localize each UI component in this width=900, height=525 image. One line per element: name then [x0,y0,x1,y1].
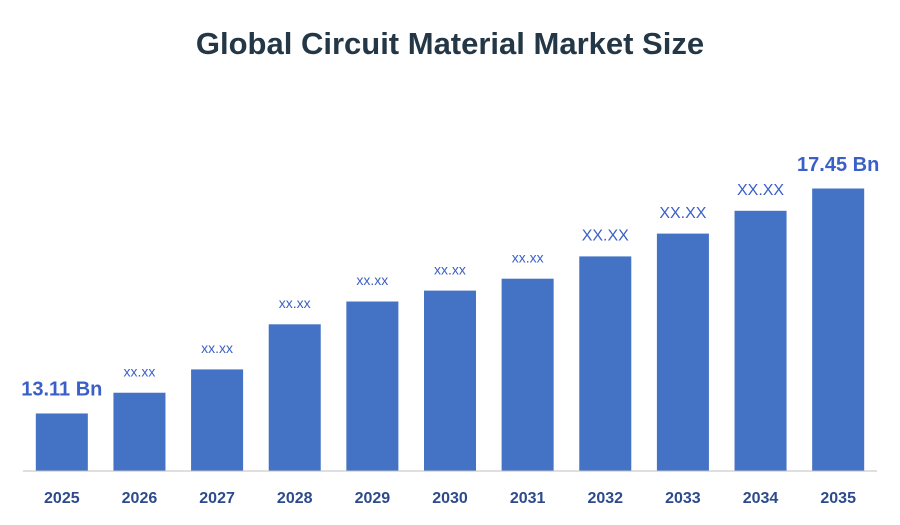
bar [656,233,709,471]
bar [35,413,88,471]
bar [346,301,399,471]
value-label: xx.xx [279,295,311,311]
x-tick-label: 2035 [820,490,856,507]
bar [268,324,321,471]
x-tick-label: 2030 [432,490,468,507]
bar [423,290,477,471]
x-tick-label: 2027 [199,490,235,507]
x-tick-label: 2029 [355,490,391,507]
bar [734,210,787,471]
x-tick-label: 2032 [587,490,623,507]
value-label: XX.XX [582,228,629,245]
value-label: 17.45 Bn [797,154,879,176]
bar [812,188,865,471]
value-label: XX.XX [737,182,784,199]
value-label: xx.xx [124,363,156,379]
value-label: xx.xx [512,249,544,265]
value-label: xx.xx [434,261,466,277]
value-label: xx.xx [201,340,233,356]
chart-title: Global Circuit Material Market Size [195,26,705,61]
x-tick-label: 2033 [665,490,701,507]
value-label: xx.xx [356,272,388,288]
bar [501,278,554,471]
bar [579,256,632,471]
x-tick-label: 2031 [510,490,546,507]
x-tick-label: 2028 [277,490,313,507]
bar [113,392,166,471]
value-label: 13.11 Bn [21,379,102,401]
value-label: XX.XX [659,205,706,222]
x-tick-label: 2034 [743,490,779,507]
x-tick-label: 2025 [44,490,80,507]
bar [191,369,244,471]
x-tick-label: 2026 [122,490,158,507]
